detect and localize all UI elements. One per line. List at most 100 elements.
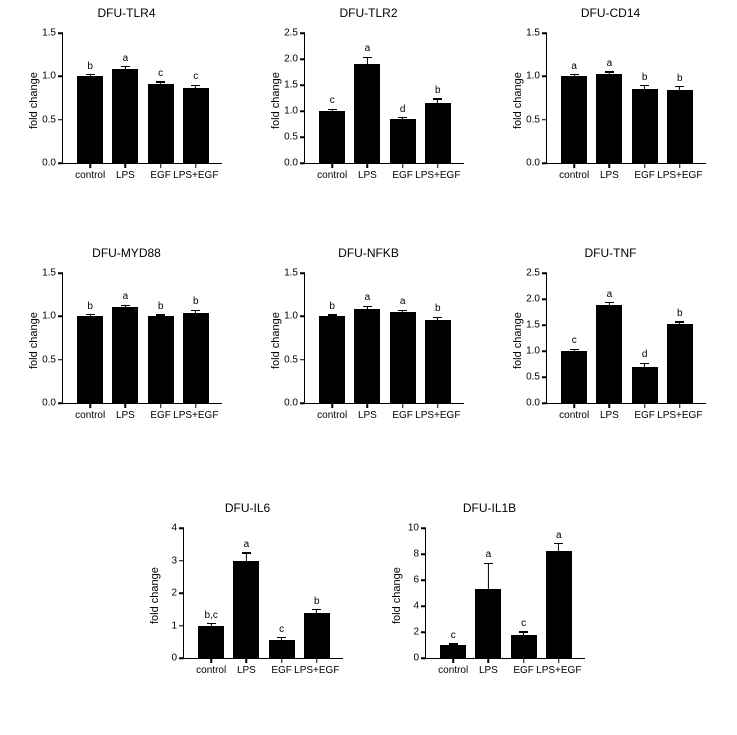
x-tick — [679, 403, 681, 408]
plot-area: 0.00.51.01.5bcontrolaLPSaEGFbLPS+EGF — [304, 274, 464, 404]
x-tick — [609, 403, 611, 408]
significance-label: d — [400, 104, 406, 115]
error-bar — [86, 315, 95, 317]
y-axis-label: fold change — [270, 72, 282, 129]
y-tick-label: 1.5 — [42, 268, 56, 279]
chart-panel: DFU-IL601234b,ccontrolaLPScEGFbLPS+EGFfo… — [135, 495, 360, 695]
x-tick-label: LPS — [116, 410, 135, 421]
x-tick-label: control — [317, 170, 347, 181]
chart-panel: DFU-CD140.00.51.01.5acontrolaLPSbEGFbLPS… — [498, 0, 723, 200]
error-bar — [570, 75, 579, 77]
significance-label: c — [521, 618, 526, 629]
x-tick — [195, 163, 197, 168]
y-tick-label: 0.0 — [284, 398, 298, 409]
y-tick-label: 2 — [413, 627, 419, 638]
y-axis-label: fold change — [512, 312, 524, 369]
x-tick — [523, 658, 525, 663]
error-bar — [328, 109, 337, 111]
significance-label: b — [329, 301, 335, 312]
x-tick — [402, 163, 404, 168]
y-tick-label: 0 — [413, 653, 419, 664]
bar — [511, 635, 537, 658]
bar — [425, 320, 451, 403]
x-tick — [160, 163, 162, 168]
error-bar — [605, 72, 614, 74]
x-tick — [488, 658, 490, 663]
x-tick-label: LPS — [116, 170, 135, 181]
error-bar — [121, 305, 130, 307]
y-tick-label: 4 — [413, 601, 419, 612]
error-bar — [156, 315, 165, 316]
significance-label: c — [572, 335, 577, 346]
bar — [319, 316, 345, 403]
significance-label: b — [677, 73, 683, 84]
x-tick — [644, 163, 646, 168]
x-tick-label: LPS+EGF — [294, 665, 339, 676]
x-tick — [331, 403, 333, 408]
bar — [233, 561, 259, 659]
bar — [77, 76, 103, 163]
significance-label: b — [87, 61, 93, 72]
bar — [390, 312, 416, 403]
y-axis-label: fold change — [270, 312, 282, 369]
bar — [148, 316, 174, 403]
x-tick-label: LPS+EGF — [657, 410, 702, 421]
significance-label: a — [244, 539, 250, 550]
x-tick — [452, 658, 454, 663]
x-tick — [316, 658, 318, 663]
x-tick-label: control — [559, 410, 589, 421]
chart-panel: DFU-IL1B0246810ccontrolaLPScEGFaLPS+EGFf… — [377, 495, 602, 695]
bar — [667, 324, 693, 403]
bar — [632, 89, 658, 163]
significance-label: b — [642, 72, 648, 83]
bar — [148, 84, 174, 163]
significance-label: b — [158, 301, 164, 312]
y-tick-label: 4 — [171, 523, 177, 534]
error-bar — [605, 303, 614, 306]
bar — [440, 645, 466, 658]
x-tick-label: LPS — [358, 410, 377, 421]
x-tick-label: EGF — [392, 410, 413, 421]
y-tick-label: 0 — [171, 653, 177, 664]
y-tick-label: 2.5 — [284, 28, 298, 39]
y-tick-label: 0.0 — [42, 398, 56, 409]
y-axis-label: fold change — [149, 567, 161, 624]
chart-panel: DFU-TLR20.00.51.01.52.02.5ccontrolaLPSdE… — [256, 0, 481, 200]
x-tick-label: control — [317, 410, 347, 421]
significance-label: b — [677, 308, 683, 319]
significance-label: a — [571, 61, 577, 72]
x-tick-label: control — [75, 410, 105, 421]
plot-area: 0.00.51.01.52.02.5ccontrolaLPSdEGFbLPS+E… — [546, 274, 706, 404]
significance-label: b — [435, 85, 441, 96]
error-bar — [242, 553, 251, 560]
y-tick-label: 1.0 — [42, 311, 56, 322]
plot-area: 0.00.51.01.5bcontrolaLPSbEGFbLPS+EGF — [62, 274, 222, 404]
x-tick — [367, 163, 369, 168]
bar — [354, 64, 380, 163]
significance-label: a — [400, 296, 406, 307]
y-tick-label: 1 — [171, 620, 177, 631]
error-bar — [640, 364, 649, 367]
y-tick-label: 1.0 — [526, 71, 540, 82]
y-tick-label: 1.5 — [284, 80, 298, 91]
significance-label: c — [279, 624, 284, 635]
y-tick-label: 0.5 — [42, 114, 56, 125]
x-tick — [558, 658, 560, 663]
chart-title: DFU-NFKB — [256, 246, 481, 260]
x-tick — [210, 658, 212, 663]
chart-title: DFU-IL1B — [377, 501, 602, 515]
x-tick-label: LPS+EGF — [173, 410, 218, 421]
x-tick-label: LPS+EGF — [415, 410, 460, 421]
significance-label: d — [642, 349, 648, 360]
bar — [183, 88, 209, 163]
chart-title: DFU-CD14 — [498, 6, 723, 20]
error-bar — [312, 610, 321, 614]
y-tick-label: 2.0 — [284, 54, 298, 65]
x-tick-label: control — [438, 665, 468, 676]
bar — [112, 307, 138, 403]
y-tick-label: 0.0 — [526, 158, 540, 169]
y-tick-label: 0.5 — [284, 354, 298, 365]
y-tick-label: 0.5 — [42, 354, 56, 365]
error-bar — [519, 632, 528, 635]
plot-area: 01234b,ccontrolaLPScEGFbLPS+EGF — [183, 529, 343, 659]
